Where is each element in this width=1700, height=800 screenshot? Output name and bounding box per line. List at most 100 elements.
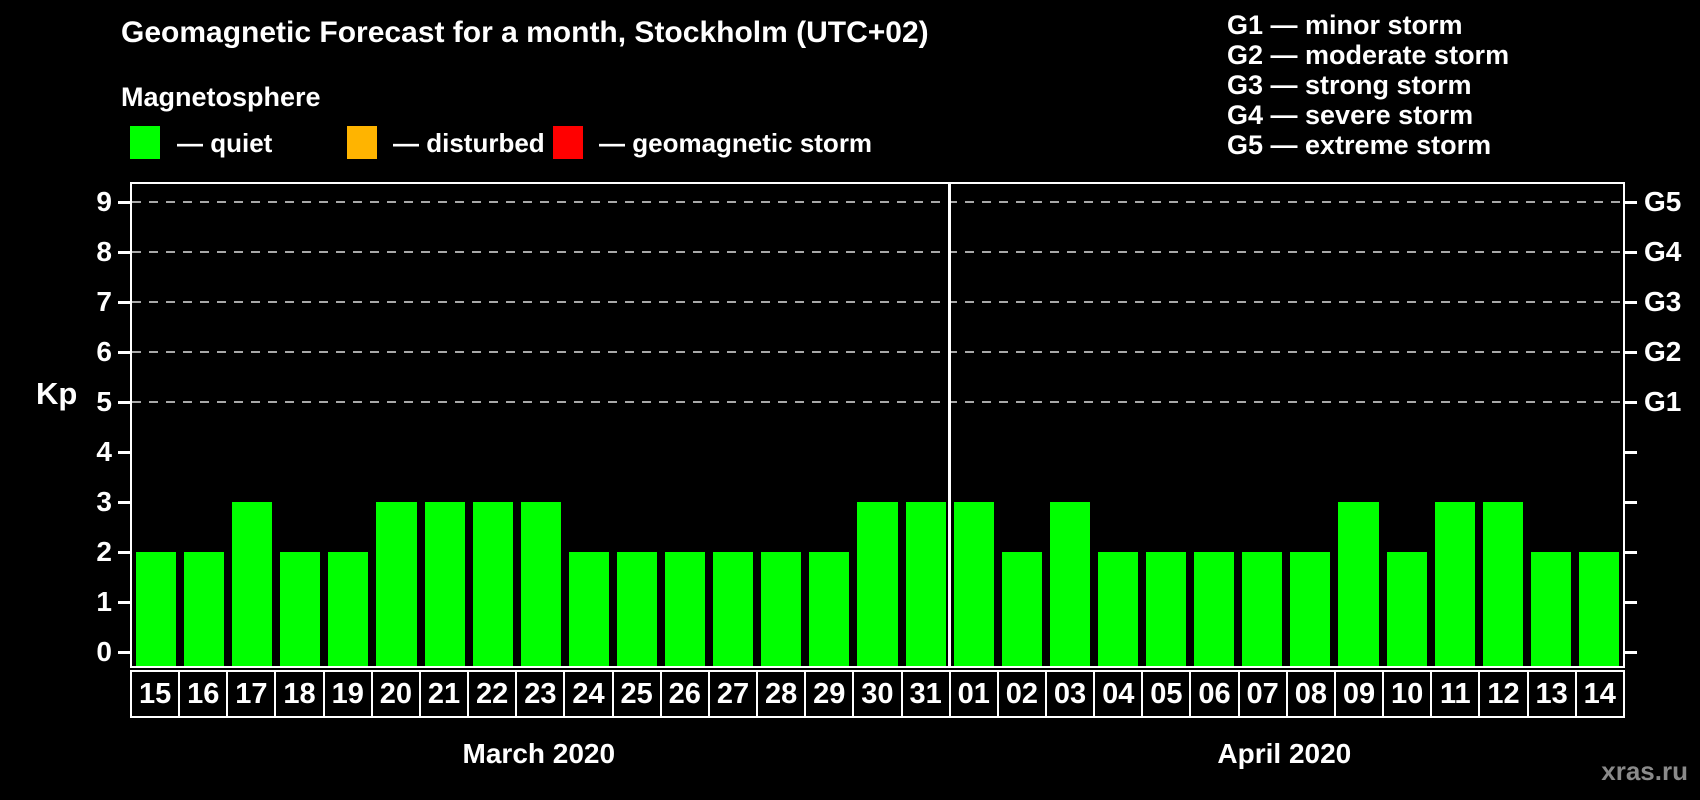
y-axis-label-2: 2	[96, 536, 112, 567]
kp-bar-day-15	[136, 552, 177, 666]
kp-bar-day-11	[1434, 502, 1475, 666]
right-axis-label-g1: G1	[1644, 386, 1682, 417]
disturbed-legend-label: — disturbed	[393, 128, 545, 158]
right-axis-label-g2: G2	[1644, 336, 1682, 367]
day-cell-15: 15	[130, 670, 181, 718]
right-tick-kp-8	[1625, 251, 1637, 254]
day-cell-18: 18	[274, 670, 325, 718]
kp-bar-day-20	[376, 502, 417, 666]
watermark: xras.ru	[1601, 756, 1688, 786]
day-cell-02: 02	[996, 670, 1047, 718]
kp-axis-label: Kp	[36, 376, 78, 411]
day-cell-08: 08	[1285, 670, 1336, 718]
day-cell-13: 13	[1526, 670, 1577, 718]
kp-bar-day-24	[568, 552, 609, 666]
kp-bar-day-27	[713, 552, 754, 666]
g-scale-legend: G1 — minor storm G2 — moderate storm G3 …	[1227, 10, 1509, 160]
day-cell-16: 16	[178, 670, 229, 718]
g2-legend-line: G2 — moderate storm	[1227, 40, 1510, 70]
kp-bar-day-28	[761, 552, 802, 666]
y-axis-label-4: 4	[96, 436, 112, 467]
left-tick-kp-2	[118, 551, 130, 554]
y-axis-label-1: 1	[96, 586, 112, 617]
kp-bar-day-19	[328, 552, 369, 666]
gridline-kp-9	[132, 201, 1623, 203]
plot-inner	[132, 184, 1623, 666]
left-tick-kp-8	[118, 251, 130, 254]
day-cell-30: 30	[852, 670, 903, 718]
kp-bar-day-18	[280, 552, 321, 666]
g4-legend-line: G4 — severe storm	[1227, 100, 1474, 130]
day-cell-14: 14	[1574, 670, 1625, 718]
quiet-legend-swatch	[130, 126, 160, 159]
day-cell-03: 03	[1044, 670, 1096, 718]
kp-bar-day-05	[1146, 552, 1187, 666]
disturbed-legend-swatch	[347, 126, 377, 159]
kp-bar-day-23	[520, 502, 561, 666]
kp-bar-day-21	[424, 502, 465, 666]
y-axis-label-7: 7	[96, 286, 112, 317]
kp-bar-day-25	[616, 552, 658, 666]
y-axis-label-6: 6	[96, 336, 112, 367]
day-cell-05: 05	[1141, 670, 1192, 718]
chart-title: Geomagnetic Forecast for a month, Stockh…	[121, 16, 929, 49]
right-axis-label-g5: G5	[1644, 186, 1682, 217]
kp-bar-day-09	[1338, 502, 1379, 666]
day-cell-10: 10	[1382, 670, 1433, 718]
day-cell-11: 11	[1430, 670, 1481, 718]
left-tick-kp-7	[118, 301, 130, 304]
left-tick-kp-0	[118, 651, 130, 654]
right-tick-kp-2	[1625, 551, 1637, 554]
right-tick-kp-0	[1625, 651, 1637, 654]
day-cell-25: 25	[611, 670, 662, 718]
g1-legend-line: G1 — minor storm	[1227, 10, 1463, 40]
left-tick-kp-4	[118, 451, 130, 454]
g3-legend-line: G3 — strong storm	[1227, 70, 1472, 100]
kp-bar-day-13	[1530, 552, 1571, 666]
right-axis-label-g4: G4	[1644, 236, 1682, 267]
kp-bar-day-26	[665, 552, 706, 666]
day-cell-22: 22	[467, 670, 518, 718]
day-cell-09: 09	[1333, 670, 1385, 718]
kp-bar-day-22	[472, 502, 513, 666]
month-label-march: March 2020	[462, 738, 616, 769]
day-cell-28: 28	[756, 670, 807, 718]
y-axis-label-0: 0	[96, 636, 112, 667]
kp-bar-day-08	[1290, 552, 1331, 666]
day-axis-row: 15 16 17 18 19 20 21 22 23 24 25 26 27 28 29 30 31 01 02 03…	[130, 670, 1625, 718]
gridline-kp-5	[132, 401, 1623, 403]
day-cell-31: 31	[900, 670, 951, 718]
y-axis-label-9: 9	[96, 186, 112, 217]
right-tick-kp-3	[1625, 501, 1637, 504]
y-axis-label-5: 5	[96, 386, 112, 417]
day-cell-06: 06	[1189, 670, 1240, 718]
day-cell-07: 07	[1237, 670, 1288, 718]
right-tick-kp-7	[1625, 301, 1637, 304]
y-axis-label-3: 3	[96, 486, 112, 517]
day-cell-17: 17	[226, 670, 277, 718]
quiet-legend-label: — quiet	[177, 128, 273, 158]
day-cell-23: 23	[515, 670, 566, 718]
kp-bar-day-30	[857, 502, 898, 666]
day-cell-21: 21	[418, 670, 470, 718]
y-axis-label-8: 8	[96, 236, 112, 267]
kp-bar-day-04	[1097, 552, 1139, 666]
day-cell-12: 12	[1478, 670, 1529, 718]
month-label-april: April 2020	[1217, 738, 1352, 769]
kp-bar-day-01	[953, 502, 994, 666]
left-tick-kp-6	[118, 351, 130, 354]
gridline-kp-8	[132, 251, 1623, 253]
day-cell-29: 29	[804, 670, 855, 718]
storm-legend-swatch	[553, 126, 583, 159]
day-cell-27: 27	[707, 670, 759, 718]
g5-legend-line: G5 — extreme storm	[1227, 130, 1492, 160]
kp-bar-day-02	[1001, 552, 1042, 666]
left-tick-kp-3	[118, 501, 130, 504]
right-tick-kp-4	[1625, 451, 1637, 454]
month-separator-line	[948, 184, 952, 666]
day-cell-20: 20	[370, 670, 421, 718]
gridline-kp-6	[132, 351, 1623, 353]
right-tick-kp-5	[1625, 401, 1637, 404]
day-cell-26: 26	[659, 670, 710, 718]
